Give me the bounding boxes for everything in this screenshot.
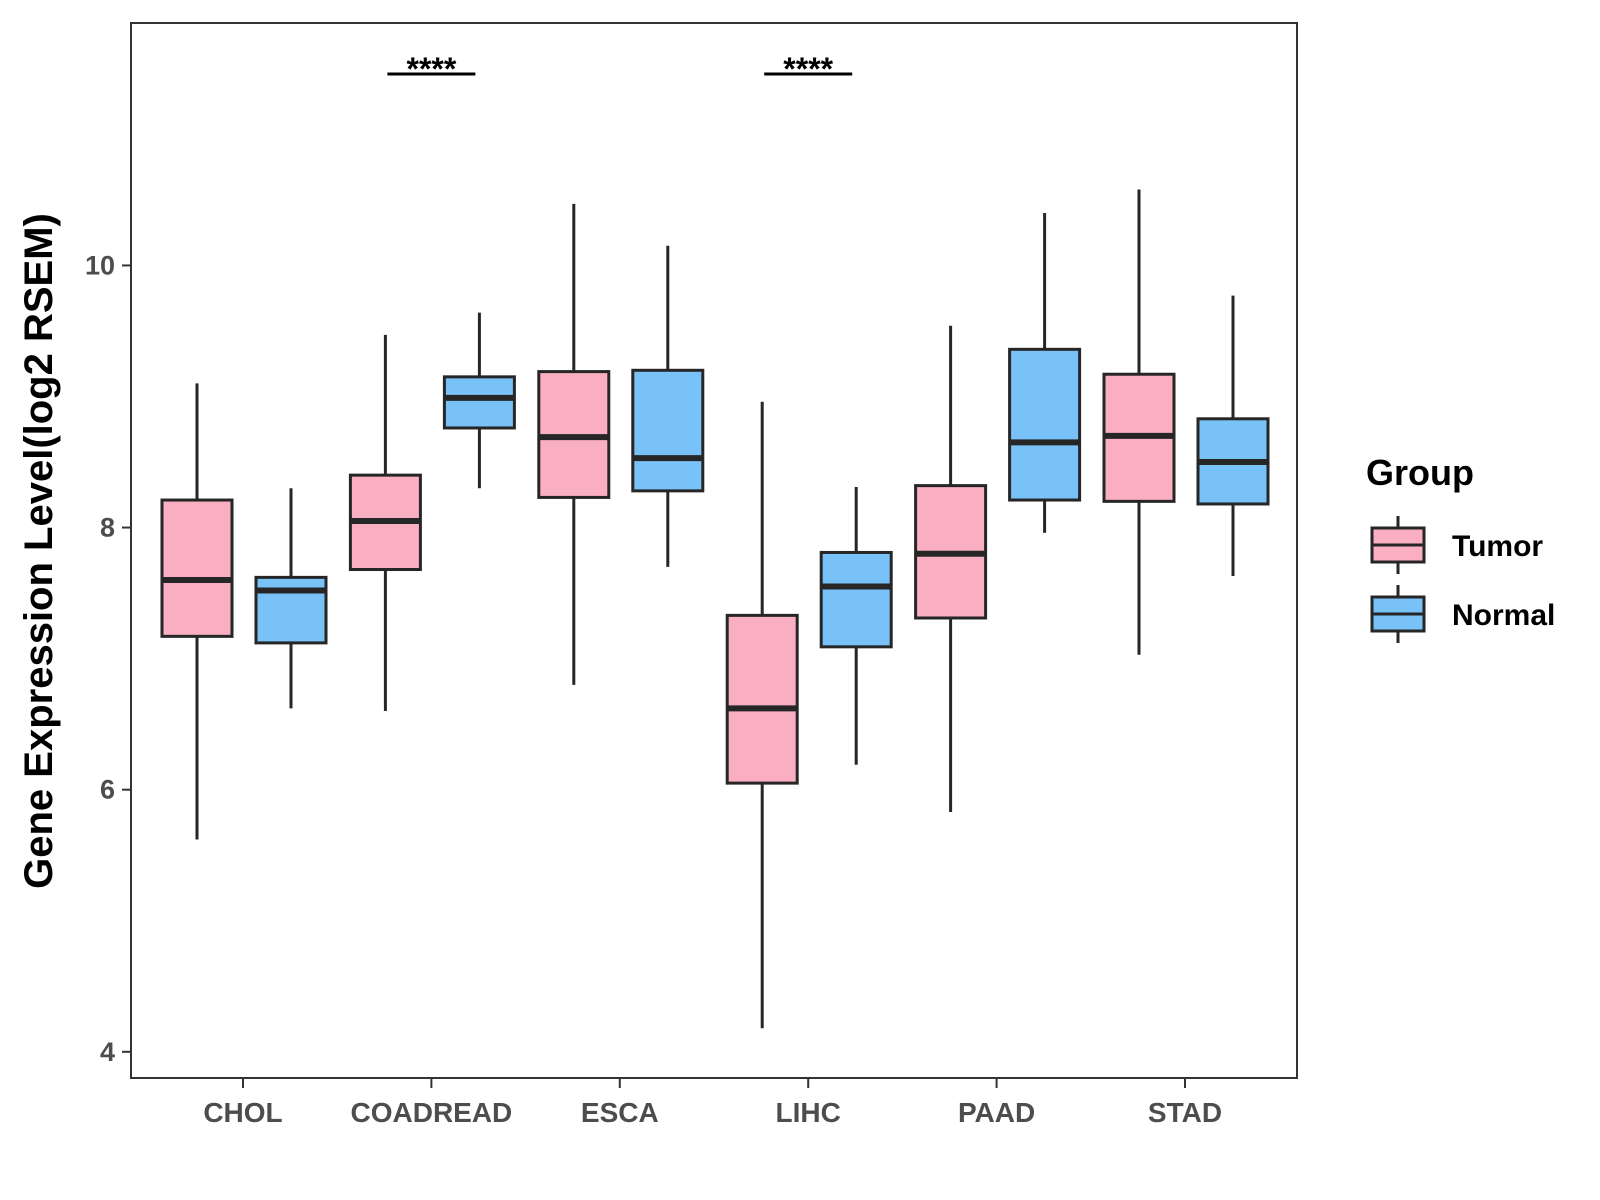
box-body — [254, 575, 328, 645]
x-axis: CHOL COADREAD ESCA LIHC PAAD STAD — [203, 1078, 1222, 1128]
box-tumor-stad — [1102, 189, 1176, 655]
x-tick-label: STAD — [1148, 1097, 1222, 1128]
box-body — [1008, 347, 1082, 502]
box-normal-lihc — [819, 486, 893, 765]
y-tick-label: 10 — [85, 250, 115, 280]
box-body — [160, 498, 234, 638]
y-tick-label: 8 — [100, 513, 115, 543]
legend: Group Tumor Normal — [1366, 452, 1555, 643]
box-tumor-lihc — [725, 401, 799, 1029]
box-tumor-esca — [537, 203, 611, 685]
x-tick-label: LIHC — [776, 1097, 841, 1128]
x-tick-label: CHOL — [203, 1097, 282, 1128]
significance-coadread: **** — [387, 51, 476, 87]
box-normal-chol — [254, 488, 328, 709]
x-tick-label: ESCA — [581, 1097, 659, 1128]
x-tick-label: COADREAD — [351, 1097, 513, 1128]
y-tick-label: 6 — [100, 775, 115, 805]
significance-annotations: **** **** — [387, 51, 853, 87]
significance-label: **** — [406, 51, 456, 87]
box-tumor-coadread — [348, 334, 422, 712]
box-normal-stad — [1196, 295, 1270, 577]
legend-entry-normal: Normal — [1370, 585, 1555, 643]
box-tumor-chol — [160, 383, 234, 840]
significance-lihc: **** — [764, 51, 853, 87]
box-normal-paad — [1008, 213, 1082, 533]
box-body — [725, 613, 799, 785]
legend-label: Tumor — [1452, 530, 1543, 563]
y-axis: 4 6 8 10 — [85, 250, 131, 1067]
box-body — [631, 368, 705, 493]
x-tick-label: PAAD — [958, 1097, 1035, 1128]
significance-label: **** — [783, 51, 833, 87]
box-normal-coadread — [442, 312, 516, 489]
legend-title: Group — [1366, 452, 1474, 493]
box-body — [819, 550, 893, 649]
legend-label: Normal — [1452, 599, 1555, 632]
box-layer — [160, 189, 1270, 1029]
plot-background — [130, 22, 1298, 1079]
y-axis-title: Gene Expression Level(log2 RSEM) — [17, 213, 61, 889]
box-body — [442, 375, 516, 430]
y-tick-label: 4 — [100, 1037, 115, 1067]
box-tumor-paad — [914, 325, 988, 812]
box-normal-esca — [631, 245, 705, 567]
legend-entry-tumor: Tumor — [1370, 516, 1543, 574]
